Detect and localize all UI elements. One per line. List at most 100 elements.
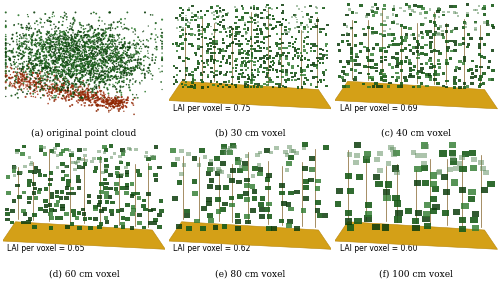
Point [99,34,107,38]
Point [67,61,75,66]
Point [34,47,42,52]
Point [107,69,115,74]
Point [71,52,79,56]
Point [74,85,82,90]
Point [30,94,38,99]
Point [118,71,126,75]
Point [98,47,106,51]
Point [88,35,96,40]
Point [22,39,30,44]
Point [26,70,34,74]
Point [39,45,47,50]
Point [116,68,124,72]
Point [158,56,166,60]
Point [10,67,18,71]
Point [130,46,138,50]
Point [96,86,104,90]
Point [94,102,102,107]
Point [107,45,115,50]
Point [74,30,82,35]
Point [60,81,68,85]
Point [15,46,23,51]
Point [118,43,126,47]
Point [106,78,114,82]
Point [86,99,94,103]
Point [26,86,34,90]
Point [123,98,131,102]
Point [110,105,118,110]
Point [122,104,130,109]
Point [52,67,60,72]
Point [68,27,76,32]
Point [94,98,102,102]
Point [46,53,54,58]
Point [70,72,78,76]
Point [56,71,64,75]
Point [96,37,104,41]
Point [33,63,41,67]
Point [56,79,64,84]
Point [46,78,54,83]
Point [60,70,68,75]
Point [2,25,10,30]
Point [2,73,10,78]
Point [34,68,42,73]
Point [66,104,74,108]
Point [80,31,88,35]
Point [26,47,34,51]
Point [45,61,53,66]
Point [76,64,84,68]
Point [108,33,116,37]
Point [112,74,120,79]
Point [45,88,53,92]
Point [106,10,114,15]
Point [115,103,123,108]
Point [72,65,80,69]
Point [126,85,134,90]
Point [56,31,64,36]
Point [78,103,86,107]
Point [6,62,14,66]
Point [50,78,58,82]
Point [104,95,112,100]
Point [69,84,77,88]
Point [6,76,14,80]
Point [76,90,84,95]
Point [104,27,112,31]
Point [106,10,114,15]
Point [104,39,112,44]
Point [102,34,110,38]
Point [62,44,70,49]
Point [132,63,140,68]
Point [117,45,125,50]
Point [54,54,62,58]
Point [64,80,72,85]
Point [103,99,111,103]
Point [78,58,86,62]
Point [58,30,66,34]
Point [45,15,53,20]
Point [42,65,50,70]
Point [42,82,50,87]
Point [70,15,78,20]
Point [141,89,149,94]
Point [92,100,100,105]
Point [102,33,110,38]
Point [12,92,20,97]
Point [50,36,58,40]
Point [82,47,90,51]
Point [38,61,46,65]
Point [29,62,37,66]
Point [60,93,68,98]
Point [106,59,114,64]
Point [110,35,118,40]
Point [46,68,54,73]
Point [12,50,20,55]
Point [68,61,76,65]
Point [46,63,54,67]
Point [110,33,118,38]
Point [84,56,92,60]
Point [52,86,60,91]
Point [57,30,65,34]
Point [59,78,67,83]
